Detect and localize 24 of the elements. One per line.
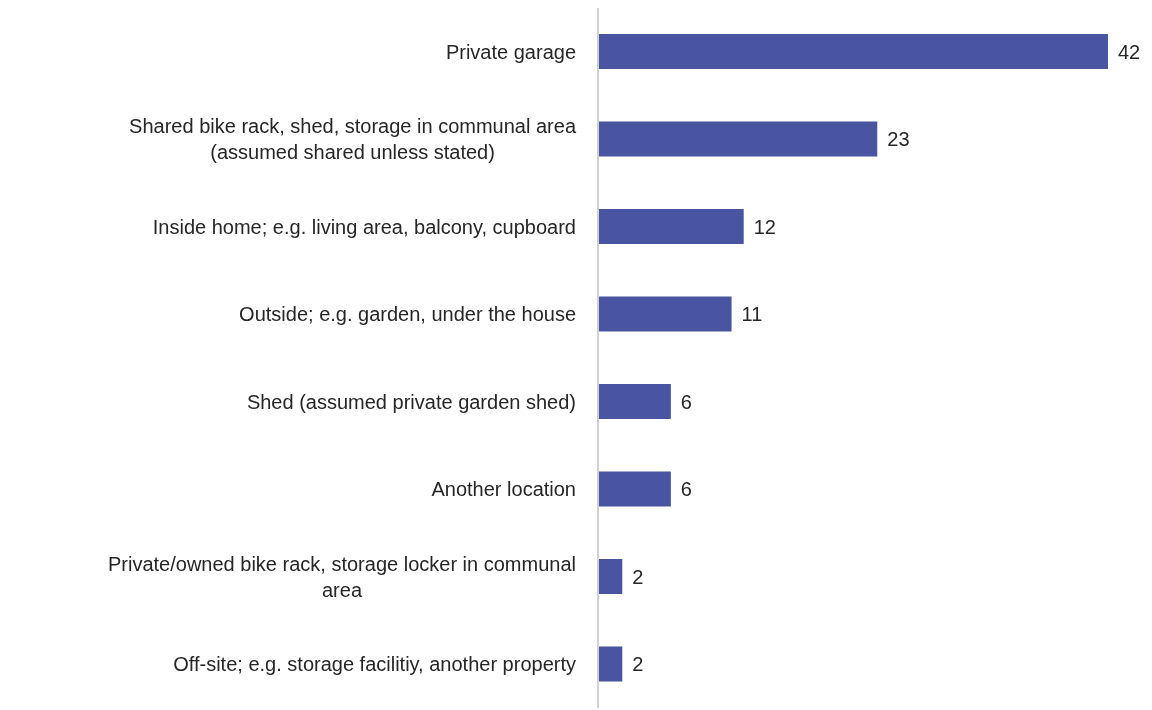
y-tick-label: Inside home; e.g. living area, balcony, cupboard <box>152 215 577 238</box>
y-tick-label: Off-site; e.g. storage facilitiy, another property <box>173 653 577 676</box>
y-tick-label: Private/owned bike rack, storage locker in communal area <box>108 552 577 601</box>
data-label: 2 <box>632 653 644 676</box>
data-label: 12 <box>753 215 776 238</box>
bar <box>598 559 623 594</box>
data-label: 6 <box>680 478 692 501</box>
bar <box>598 121 878 157</box>
data-label: 23 <box>887 128 910 151</box>
data-label: 11 <box>741 303 763 326</box>
data-label: 2 <box>632 565 644 588</box>
bar <box>598 209 744 244</box>
y-tick-label: Shared bike rack, shed, storage in communal area (assumed shared unless stated) <box>129 115 577 164</box>
data-label: 42 <box>1118 40 1141 63</box>
bar <box>598 296 732 332</box>
y-tick-label: Another location <box>431 478 576 501</box>
y-tick-label: Private garage <box>445 40 576 63</box>
data-label: 6 <box>680 390 692 413</box>
bar <box>598 471 671 507</box>
bar <box>598 646 623 682</box>
bar <box>598 34 1108 69</box>
y-tick-label: Outside; e.g. garden, under the house <box>239 303 576 326</box>
y-tick-label: Shed (assumed private garden shed) <box>246 390 577 413</box>
bar <box>598 384 671 419</box>
